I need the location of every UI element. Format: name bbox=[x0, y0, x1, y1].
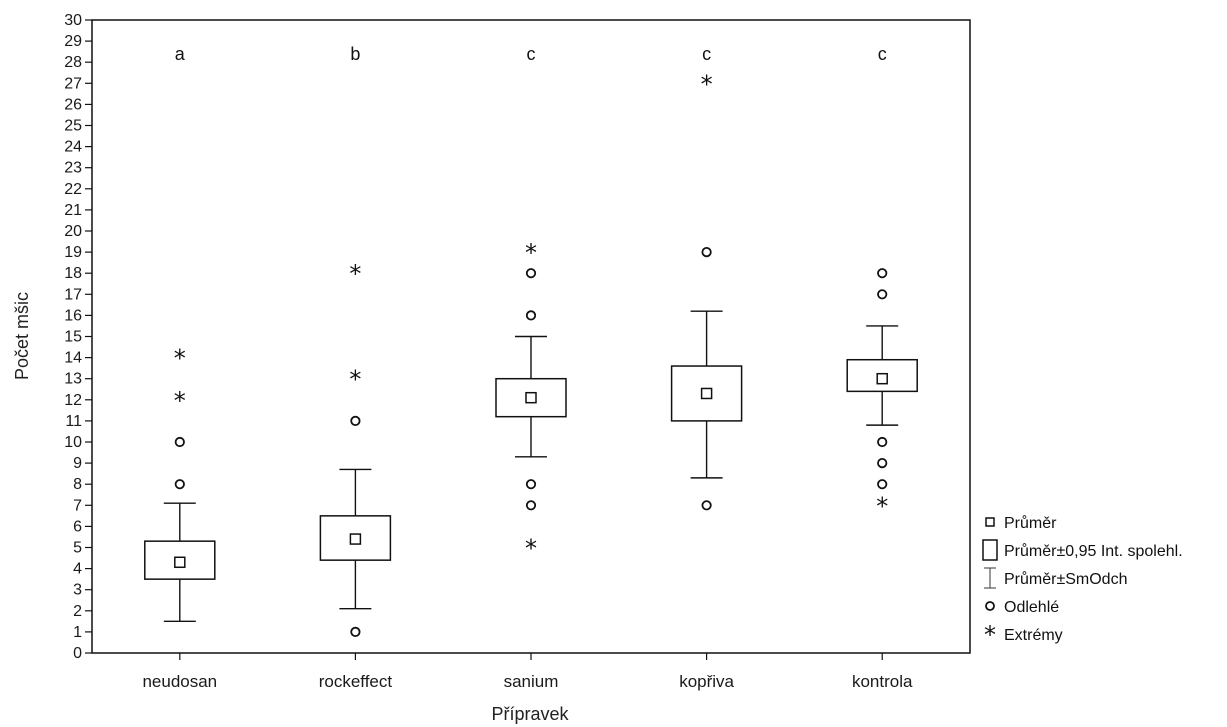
box-1: a * * bbox=[144, 44, 216, 623]
y-tick-label: 22 bbox=[64, 181, 82, 198]
x-axis-title: Přípravek bbox=[491, 704, 569, 724]
legend-item-ci: Průměr±0,95 Int. spolehl. bbox=[982, 539, 1183, 561]
outlier-point bbox=[701, 247, 712, 258]
extreme-point: * bbox=[876, 492, 888, 520]
group-letter: a bbox=[175, 44, 186, 64]
y-axis: 0123456789101112131415161718192021222324… bbox=[64, 12, 92, 662]
y-axis-title: Počet mšic bbox=[12, 292, 32, 380]
group-letter: c bbox=[527, 44, 536, 64]
category-label: kopřiva bbox=[679, 672, 734, 691]
category-label: sanium bbox=[504, 672, 559, 691]
mean-marker bbox=[174, 556, 186, 569]
y-tick-label: 19 bbox=[64, 244, 82, 261]
mean-marker bbox=[525, 391, 537, 404]
y-tick-label: 13 bbox=[64, 371, 82, 388]
y-tick-label: 20 bbox=[64, 223, 82, 240]
outlier-point bbox=[877, 268, 888, 279]
legend-label: Odlehlé bbox=[1004, 599, 1059, 616]
plot-area: 0123456789101112131415161718192021222324… bbox=[64, 12, 971, 691]
y-tick-label: 30 bbox=[64, 12, 82, 29]
box-3: c * * bbox=[495, 44, 567, 563]
mean-marker bbox=[349, 533, 362, 545]
extreme-point: * bbox=[701, 70, 713, 98]
y-tick-label: 3 bbox=[73, 582, 82, 599]
mean-marker bbox=[876, 372, 888, 385]
mean-marker bbox=[700, 387, 713, 400]
extreme-point: * bbox=[349, 260, 361, 288]
y-tick-label: 23 bbox=[64, 160, 82, 177]
y-tick-label: 14 bbox=[64, 350, 82, 367]
group-letter: c bbox=[702, 44, 711, 64]
category-label: neudosan bbox=[142, 672, 217, 691]
outlier-point bbox=[877, 436, 888, 448]
y-tick-label: 15 bbox=[64, 329, 82, 346]
outlier-point bbox=[350, 626, 361, 638]
legend-item-sd: Průměr±SmOdch bbox=[984, 567, 1127, 589]
outlier-point bbox=[174, 479, 185, 490]
outlier-point bbox=[525, 310, 537, 321]
outlier-point bbox=[877, 479, 888, 490]
group-letter: c bbox=[878, 44, 887, 64]
outlier-point bbox=[525, 479, 537, 490]
y-tick-label: 12 bbox=[64, 392, 82, 409]
y-tick-label: 21 bbox=[64, 202, 82, 219]
extreme-point: * bbox=[174, 345, 186, 373]
y-tick-label: 17 bbox=[64, 286, 82, 303]
category-label: rockeffect bbox=[319, 672, 393, 691]
outlier-point bbox=[174, 436, 185, 448]
extreme-point: * bbox=[525, 535, 537, 563]
y-tick-label: 25 bbox=[64, 118, 82, 135]
y-tick-label: 1 bbox=[73, 624, 82, 641]
y-tick-label: 16 bbox=[64, 307, 82, 324]
legend-label: Průměr±0,95 Int. spolehl. bbox=[1004, 542, 1183, 560]
legend-label: Průměr bbox=[1004, 514, 1057, 532]
outlier-point bbox=[701, 500, 712, 511]
y-tick-label: 7 bbox=[73, 497, 82, 514]
category-label: kontrola bbox=[852, 672, 913, 691]
y-tick-label: 5 bbox=[73, 540, 82, 557]
legend-ci-swatch bbox=[982, 539, 998, 561]
y-tick-label: 6 bbox=[73, 518, 82, 535]
legend-outlier-swatch bbox=[985, 601, 995, 611]
y-tick-label: 18 bbox=[64, 265, 82, 282]
y-tick-label: 26 bbox=[64, 96, 82, 113]
legend-label: Extrémy bbox=[1004, 627, 1063, 644]
box-2: b * * bbox=[319, 44, 392, 638]
outlier-point bbox=[877, 289, 888, 300]
legend-label: Průměr±SmOdch bbox=[1004, 570, 1127, 588]
y-tick-label: 29 bbox=[64, 33, 82, 50]
legend-item-mean: Průměr bbox=[985, 514, 1057, 532]
outlier-point bbox=[525, 268, 537, 279]
group-letter: b bbox=[350, 44, 360, 64]
boxes: a**b**c**c*c* bbox=[144, 44, 918, 638]
y-tick-label: 11 bbox=[65, 413, 82, 430]
y-tick-label: 27 bbox=[64, 75, 82, 92]
legend-mean-swatch bbox=[985, 517, 995, 527]
y-tick-label: 2 bbox=[73, 603, 82, 620]
outlier-point bbox=[525, 500, 537, 511]
y-tick-label: 28 bbox=[64, 54, 82, 71]
outlier-point bbox=[350, 415, 361, 426]
y-tick-label: 9 bbox=[73, 455, 82, 472]
y-tick-label: 10 bbox=[64, 434, 82, 451]
outlier-point bbox=[877, 457, 888, 469]
legend: Průměr Průměr±0,95 Int. spolehl. Průměr±Sm… bbox=[982, 514, 1183, 649]
legend-item-extreme: * Extrémy bbox=[984, 621, 1063, 649]
legend-item-outlier: Odlehlé bbox=[985, 599, 1059, 616]
x-axis: neudosan rockeffect sanium kopřiva kontrola bbox=[142, 653, 913, 691]
extreme-point: * bbox=[174, 387, 186, 415]
y-tick-label: 8 bbox=[73, 476, 82, 493]
legend-extreme-swatch: * bbox=[984, 621, 996, 649]
box-5: c* bbox=[846, 44, 918, 520]
box-4: c* bbox=[670, 44, 743, 511]
y-tick-label: 4 bbox=[73, 561, 82, 578]
extreme-point: * bbox=[525, 239, 537, 267]
y-tick-label: 24 bbox=[64, 139, 82, 156]
y-tick-label: 0 bbox=[73, 645, 82, 662]
extreme-point: * bbox=[349, 366, 361, 394]
